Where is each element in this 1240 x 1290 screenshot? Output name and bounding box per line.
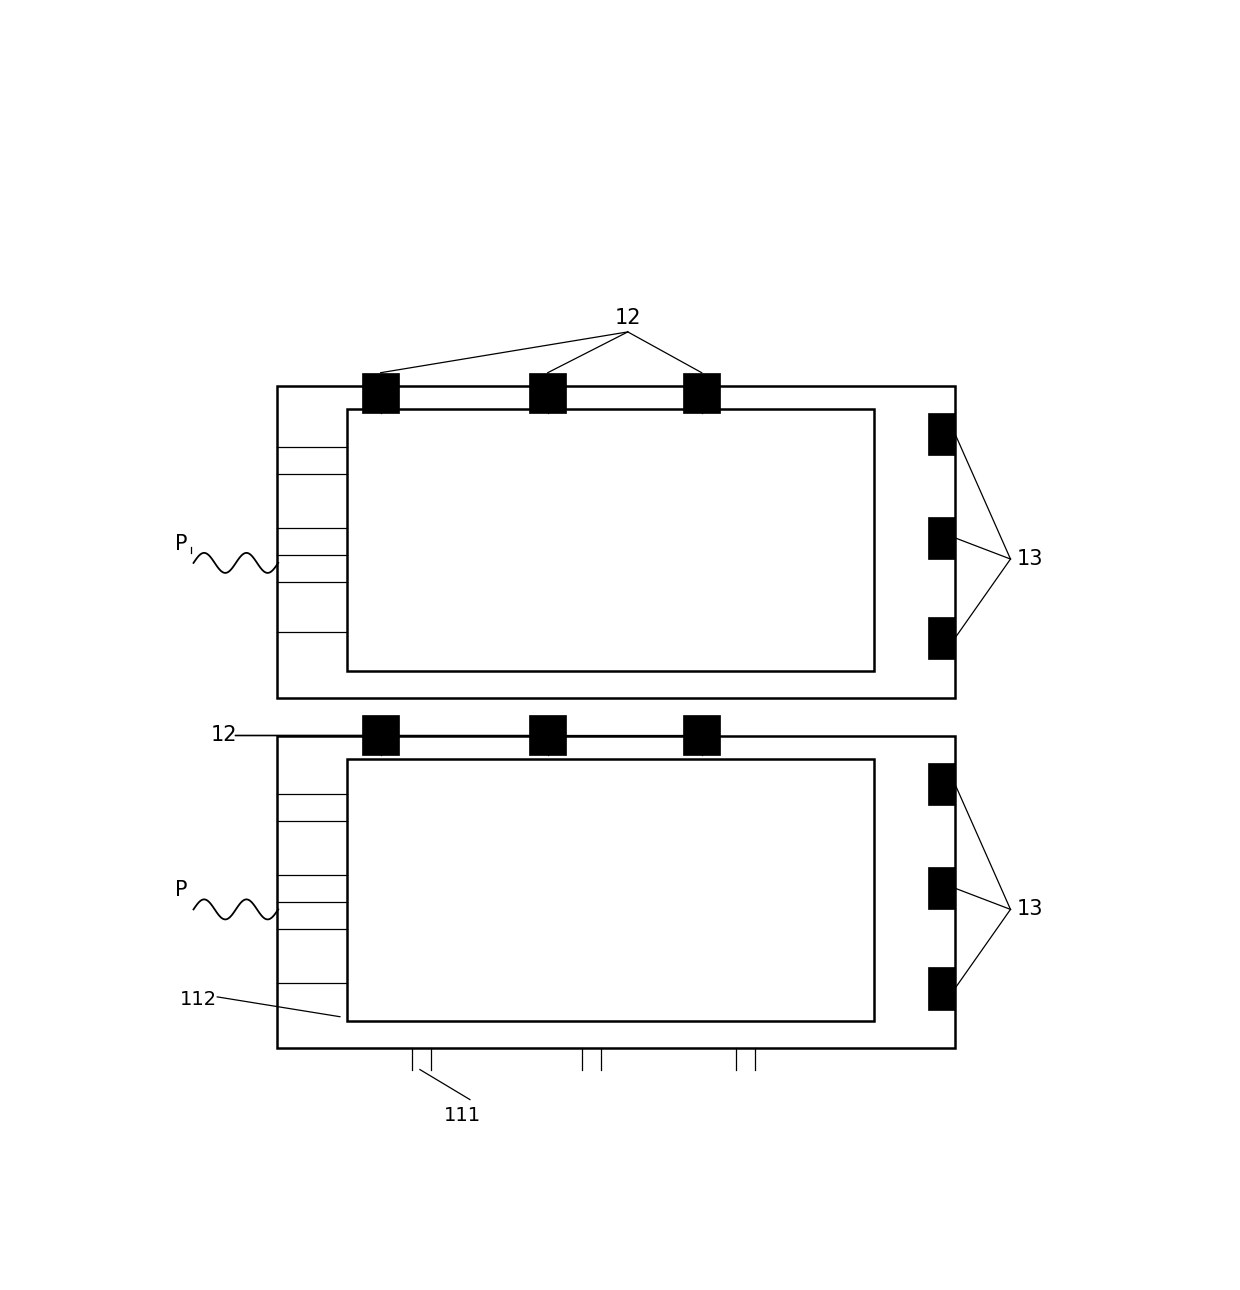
Bar: [928, 617, 955, 659]
Text: 12: 12: [615, 308, 641, 328]
Bar: [347, 409, 874, 671]
Text: 13: 13: [1017, 899, 1043, 920]
Bar: [928, 764, 955, 805]
Bar: [683, 716, 720, 756]
Bar: [928, 413, 955, 455]
Bar: [928, 517, 955, 559]
Bar: [278, 737, 955, 1047]
Bar: [362, 716, 399, 756]
Bar: [347, 760, 874, 1022]
Bar: [278, 386, 955, 698]
Bar: [529, 716, 567, 756]
Text: P: P: [175, 880, 187, 900]
Bar: [928, 867, 955, 909]
Bar: [362, 373, 399, 413]
Text: P: P: [175, 534, 187, 553]
Text: 12: 12: [211, 725, 237, 746]
Bar: [683, 373, 720, 413]
Text: 13: 13: [1017, 550, 1043, 569]
Text: 111: 111: [444, 1106, 481, 1125]
Bar: [928, 968, 955, 1010]
Bar: [529, 373, 567, 413]
Text: 112: 112: [180, 991, 217, 1009]
